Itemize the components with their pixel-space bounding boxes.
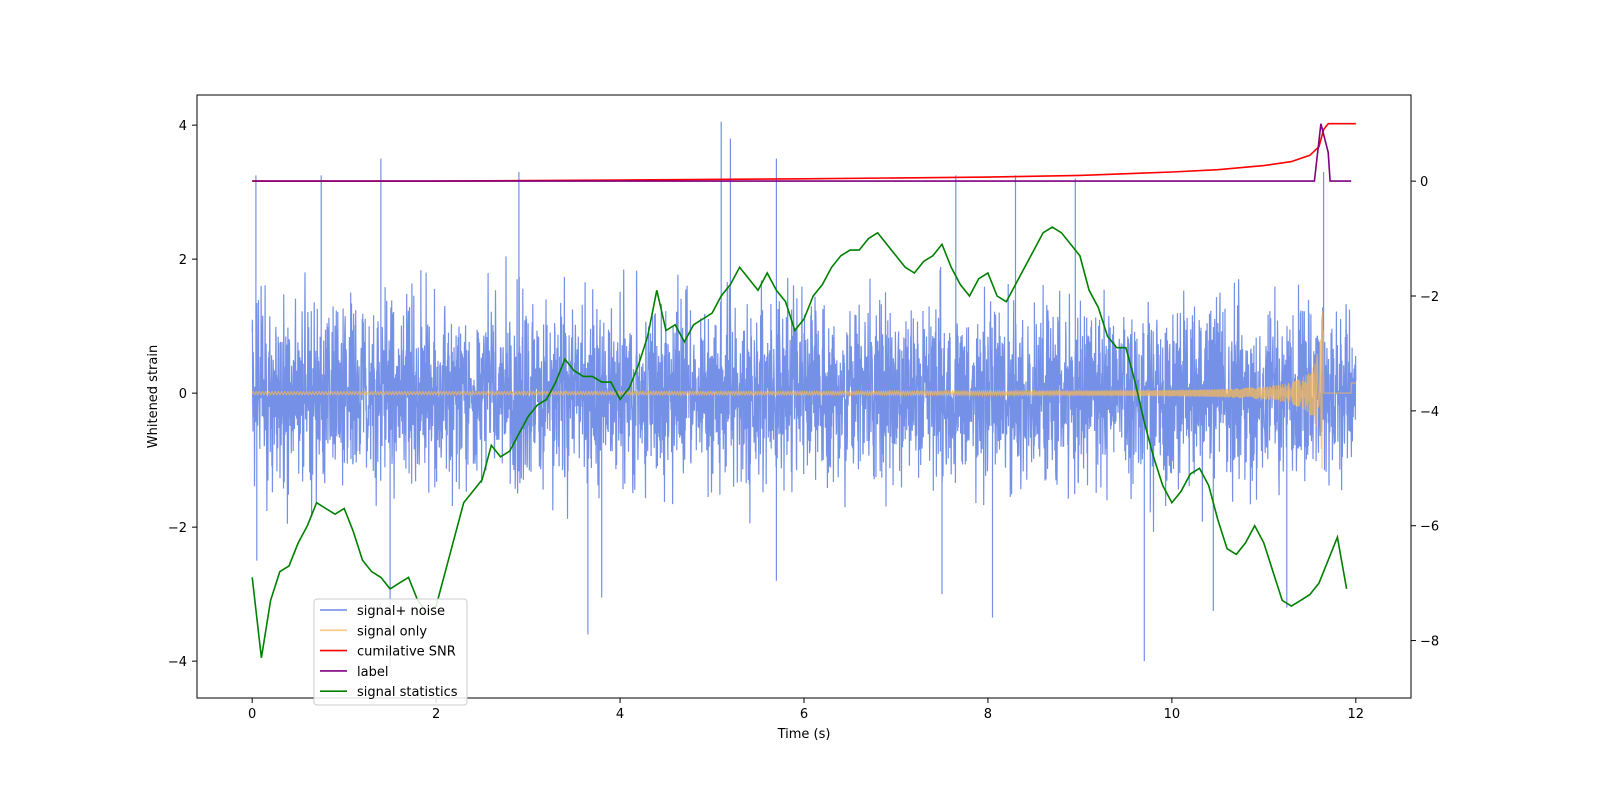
series-signal-only (251, 311, 1356, 469)
legend-entry-label: signal only (357, 624, 427, 639)
y-axis-left: −4 −2 0 2 4 (168, 119, 197, 670)
y-left-tick-label: 0 (179, 387, 187, 402)
legend: signal+ noise signal only cumilative SNR la… (313, 598, 468, 706)
y-left-tick-label: −4 (168, 655, 187, 670)
x-axis: 0 2 4 6 8 10 12 (248, 698, 1364, 722)
y-right-tick-label: −4 (1420, 405, 1439, 420)
x-tick-label: 0 (248, 707, 256, 722)
x-tick-label: 12 (1348, 707, 1365, 722)
legend-entry-label: label (357, 665, 388, 680)
y-axis-right: −8 −6 −4 −2 0 (1411, 175, 1439, 650)
y-axis-label: Whitened strain (146, 345, 161, 448)
y-right-tick-label: 0 (1420, 175, 1428, 190)
legend-entry-label: cumilative SNR (357, 645, 456, 660)
x-tick-label: 10 (1164, 707, 1181, 722)
series-label (252, 123, 1352, 182)
x-tick-label: 6 (800, 707, 808, 722)
x-tick-label: 8 (984, 707, 992, 722)
y-left-tick-label: 2 (179, 253, 187, 268)
legend-entry-label: signal statistics (357, 685, 458, 700)
y-left-tick-label: 4 (179, 119, 187, 134)
series-cumulative-snr (252, 122, 1356, 182)
y-right-tick-label: −8 (1420, 635, 1439, 650)
x-axis-label: Time (s) (777, 727, 831, 742)
y-right-tick-label: −6 (1420, 520, 1439, 535)
y-left-tick-label: −2 (168, 521, 187, 536)
legend-entry-label: signal+ noise (357, 604, 445, 619)
plot-layers (251, 121, 1357, 668)
x-tick-label: 2 (432, 707, 440, 722)
y-right-tick-label: −2 (1420, 290, 1439, 305)
series-signal-statistics (251, 226, 1348, 658)
x-tick-label: 4 (616, 707, 624, 722)
legend-box (313, 598, 468, 706)
